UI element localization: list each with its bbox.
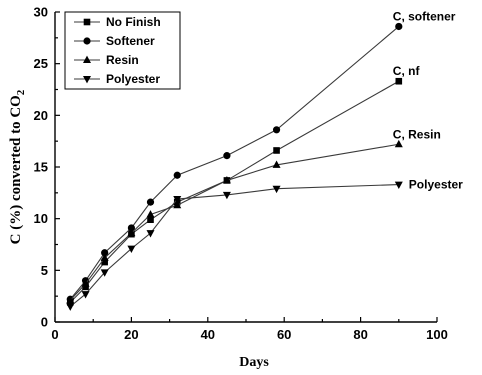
data-point-softener bbox=[395, 22, 403, 31]
x-tick-label: 0 bbox=[51, 327, 58, 342]
y-tick-label: 20 bbox=[34, 108, 48, 123]
data-point-no-finish bbox=[273, 147, 280, 154]
annotation-no-finish: C, nf bbox=[393, 64, 421, 78]
legend-label-resin: Resin bbox=[106, 53, 139, 67]
annotation-polyester: Polyester bbox=[409, 178, 463, 192]
data-point-resin bbox=[127, 228, 136, 237]
data-point-softener bbox=[146, 198, 155, 206]
y-axis-title-subscript: 2 bbox=[15, 89, 27, 95]
data-point-resin bbox=[394, 139, 403, 148]
data-point-polyester bbox=[272, 185, 281, 194]
data-point-softener bbox=[127, 224, 135, 232]
data-point-polyester bbox=[81, 291, 90, 299]
x-tick-label: 20 bbox=[124, 327, 138, 342]
legend-label-no-finish: No Finish bbox=[106, 15, 161, 29]
data-point-polyester bbox=[100, 269, 109, 277]
data-point-no-finish bbox=[82, 283, 89, 291]
data-point-resin bbox=[222, 176, 231, 184]
x-axis-title: Days bbox=[239, 355, 269, 370]
data-point-polyester bbox=[127, 245, 136, 254]
data-point-polyester bbox=[394, 181, 403, 189]
series-line-polyester bbox=[69, 184, 399, 307]
y-tick-label: 30 bbox=[34, 5, 48, 20]
data-point-no-finish bbox=[147, 216, 154, 223]
data-point-softener bbox=[101, 249, 109, 257]
legend-marker-resin bbox=[83, 55, 91, 63]
legend-label-polyester: Polyester bbox=[106, 72, 160, 86]
y-tick-label: 10 bbox=[34, 211, 48, 226]
y-axis-title: C (%) converted to CO2 bbox=[8, 89, 27, 244]
series-group bbox=[66, 22, 403, 311]
data-point-polyester bbox=[146, 230, 155, 238]
legend-marker-polyester bbox=[83, 76, 91, 84]
data-point-softener bbox=[272, 126, 281, 134]
data-point-polyester bbox=[66, 303, 75, 311]
data-point-no-finish bbox=[395, 77, 403, 85]
y-tick-label: 5 bbox=[41, 263, 48, 278]
y-axis-title-main: C (%) converted to CO bbox=[8, 95, 24, 244]
y-tick-label: 15 bbox=[34, 160, 48, 175]
x-tick-label: 80 bbox=[353, 327, 367, 342]
data-point-resin bbox=[146, 210, 155, 218]
legend-marker-softener bbox=[83, 37, 91, 45]
annotations: C, nf C, softener C, Resin Polyester bbox=[393, 9, 463, 191]
data-point-resin bbox=[100, 253, 109, 261]
x-tick-label: 60 bbox=[277, 327, 291, 342]
series-line-no-finish bbox=[69, 80, 400, 303]
ticks: 0 20 40 60 80 100 0 5 10 15 20 25 30 bbox=[34, 5, 448, 343]
y-tick-label: 0 bbox=[41, 315, 48, 330]
data-point-resin bbox=[66, 295, 75, 304]
series-resin bbox=[66, 139, 403, 304]
data-point-polyester bbox=[173, 196, 182, 204]
x-tick-label: 40 bbox=[201, 327, 215, 342]
data-point-resin bbox=[272, 160, 281, 168]
series-line-resin bbox=[69, 143, 399, 301]
data-point-softener bbox=[223, 152, 231, 160]
series-polyester bbox=[66, 181, 403, 311]
annotation-resin: C, Resin bbox=[393, 127, 441, 141]
annotation-softener: C, softener bbox=[393, 9, 456, 23]
legend-label-softener: Softener bbox=[106, 34, 155, 48]
series-no-finish bbox=[66, 77, 403, 306]
legend: No Finish Softener Resin Polyester bbox=[64, 11, 181, 90]
y-tick-label: 25 bbox=[34, 56, 48, 71]
data-point-softener bbox=[173, 171, 181, 179]
data-point-polyester bbox=[222, 191, 231, 200]
data-point-resin bbox=[173, 200, 182, 209]
legend-marker-no-finish bbox=[83, 18, 91, 26]
x-tick-label: 100 bbox=[426, 327, 448, 342]
data-point-resin bbox=[81, 279, 90, 287]
data-point-no-finish bbox=[101, 258, 108, 266]
